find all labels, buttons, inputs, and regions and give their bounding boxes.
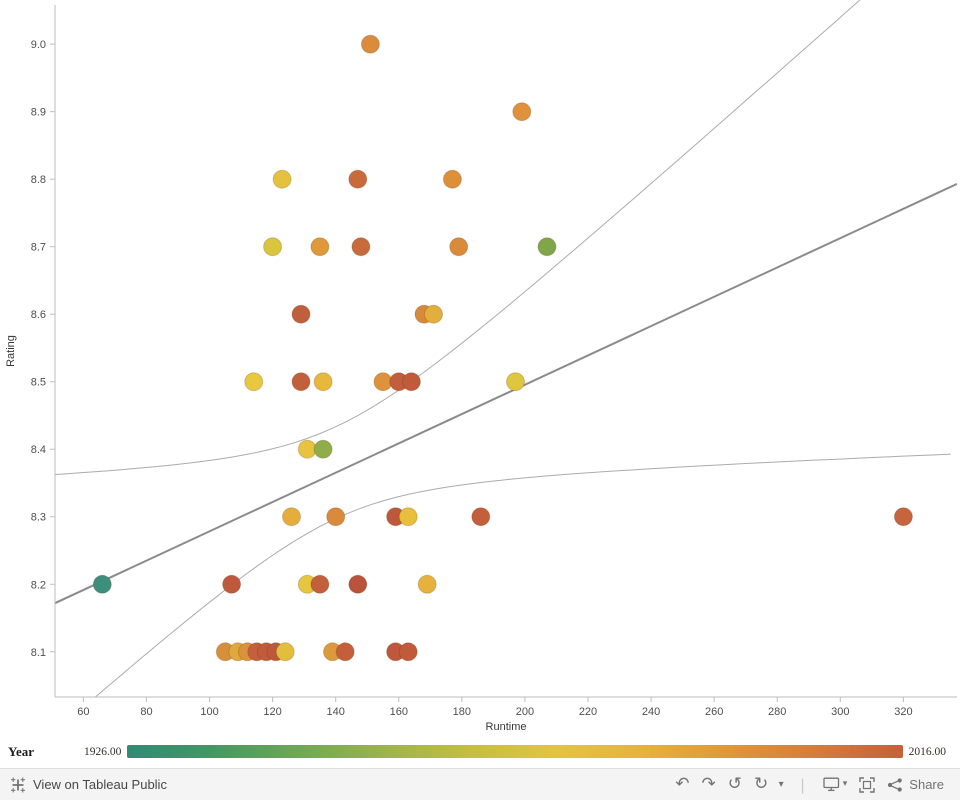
x-tick-label: 260 <box>705 706 723 718</box>
x-tick-label: 200 <box>516 706 534 718</box>
y-tick-label: 8.3 <box>31 512 46 524</box>
data-point[interactable] <box>506 372 525 392</box>
confidence-band-upper <box>55 0 861 475</box>
data-point[interactable] <box>275 642 295 662</box>
legend-title: Year <box>8 743 34 759</box>
y-tick-label: 8.9 <box>31 107 46 119</box>
data-point[interactable] <box>335 642 355 662</box>
data-point[interactable] <box>263 237 283 257</box>
x-tick-label: 240 <box>642 706 660 718</box>
x-tick-label: 220 <box>579 706 597 718</box>
undo-icon[interactable]: ↶ <box>669 772 695 798</box>
data-point[interactable] <box>313 439 333 459</box>
fullscreen-button[interactable] <box>853 772 881 798</box>
data-point[interactable] <box>893 507 913 527</box>
share-icon <box>887 777 903 792</box>
y-tick-label: 8.6 <box>31 309 46 321</box>
y-tick-label: 8.7 <box>31 242 46 254</box>
data-point[interactable] <box>326 507 346 527</box>
x-tick-label: 320 <box>894 706 912 718</box>
confidence-band-lower <box>94 453 951 697</box>
data-point[interactable] <box>351 237 371 257</box>
data-point[interactable] <box>313 372 333 392</box>
y-axis-title: Rating <box>5 335 17 367</box>
y-tick-label: 8.1 <box>31 647 46 659</box>
trend-line <box>55 183 957 605</box>
data-point[interactable] <box>424 304 443 324</box>
view-on-tableau-public-link[interactable]: View on Tableau Public <box>10 777 167 793</box>
data-point[interactable] <box>310 574 330 594</box>
data-point[interactable] <box>442 169 462 189</box>
data-point[interactable] <box>398 507 418 527</box>
data-point[interactable] <box>282 507 301 527</box>
share-button[interactable]: Share <box>881 772 950 798</box>
color-legend: Year 1926.00 2016.00 <box>0 735 960 768</box>
data-point[interactable] <box>537 237 557 257</box>
share-button-label: Share <box>909 777 944 792</box>
toolbar-divider: ❘ <box>796 776 809 794</box>
legend-gradient-bar <box>127 745 903 758</box>
x-tick-label: 300 <box>831 706 849 718</box>
data-point[interactable] <box>417 574 437 594</box>
x-tick-label: 160 <box>390 706 408 718</box>
monitor-icon <box>823 777 840 792</box>
data-point[interactable] <box>398 642 418 662</box>
x-tick-label: 100 <box>200 706 218 718</box>
chevron-down-icon[interactable]: ▾ <box>774 772 788 798</box>
y-tick-label: 8.8 <box>31 174 46 186</box>
x-tick-label: 140 <box>327 706 345 718</box>
data-point[interactable] <box>297 439 317 459</box>
scatter-chart: 8.1 8.2 8.3 8.4 8.5 8.6 8.7 8.8 8.9 9.0 60 80 100 120… <box>5 0 957 733</box>
refresh-icon[interactable]: ↻ <box>748 772 774 798</box>
data-point[interactable] <box>272 169 292 189</box>
tableau-logo-icon <box>10 777 26 793</box>
data-point[interactable] <box>348 169 368 189</box>
data-point[interactable] <box>512 102 532 122</box>
toolbar-icon-group: ↶ ↷ ↺ ↻ ▾ ❘ ▾ <box>669 772 950 798</box>
y-tick-label: 9.0 <box>31 39 46 51</box>
data-point[interactable] <box>222 574 242 594</box>
device-layout-button[interactable]: ▾ <box>817 772 854 798</box>
tableau-toolbar: View on Tableau Public ↶ ↷ ↺ ↻ ▾ ❘ ▾ <box>0 768 960 800</box>
data-point[interactable] <box>291 372 311 392</box>
y-tick-label: 8.5 <box>31 377 46 389</box>
data-point[interactable] <box>401 372 421 392</box>
x-tick-label: 60 <box>77 706 89 718</box>
chart-canvas: 8.1 8.2 8.3 8.4 8.5 8.6 8.7 8.8 8.9 9.0 60 80 100 120… <box>5 0 957 733</box>
data-point[interactable] <box>449 237 469 257</box>
x-tick-label: 280 <box>768 706 786 718</box>
data-point[interactable] <box>348 574 368 594</box>
trend-layer <box>55 0 957 697</box>
data-point[interactable] <box>92 574 112 594</box>
chevron-down-icon: ▾ <box>842 779 848 789</box>
data-point[interactable] <box>244 372 264 392</box>
data-point[interactable] <box>360 34 380 54</box>
data-point[interactable] <box>310 237 330 257</box>
fullscreen-icon <box>859 776 875 793</box>
x-tick-label: 120 <box>263 706 281 718</box>
data-point[interactable] <box>291 304 311 324</box>
x-tick-label: 180 <box>453 706 471 718</box>
y-tick-label: 8.4 <box>31 444 46 456</box>
y-tick-label: 8.2 <box>31 579 46 591</box>
redo-icon[interactable]: ↷ <box>695 772 721 798</box>
data-point[interactable] <box>471 507 491 527</box>
view-link-label: View on Tableau Public <box>33 777 167 792</box>
legend-max-value: 2016.00 <box>908 745 946 758</box>
x-axis-title: Runtime <box>486 721 527 733</box>
legend-min-value: 1926.00 <box>84 745 122 758</box>
reset-icon[interactable]: ↺ <box>722 772 748 798</box>
x-tick-label: 80 <box>140 706 152 718</box>
